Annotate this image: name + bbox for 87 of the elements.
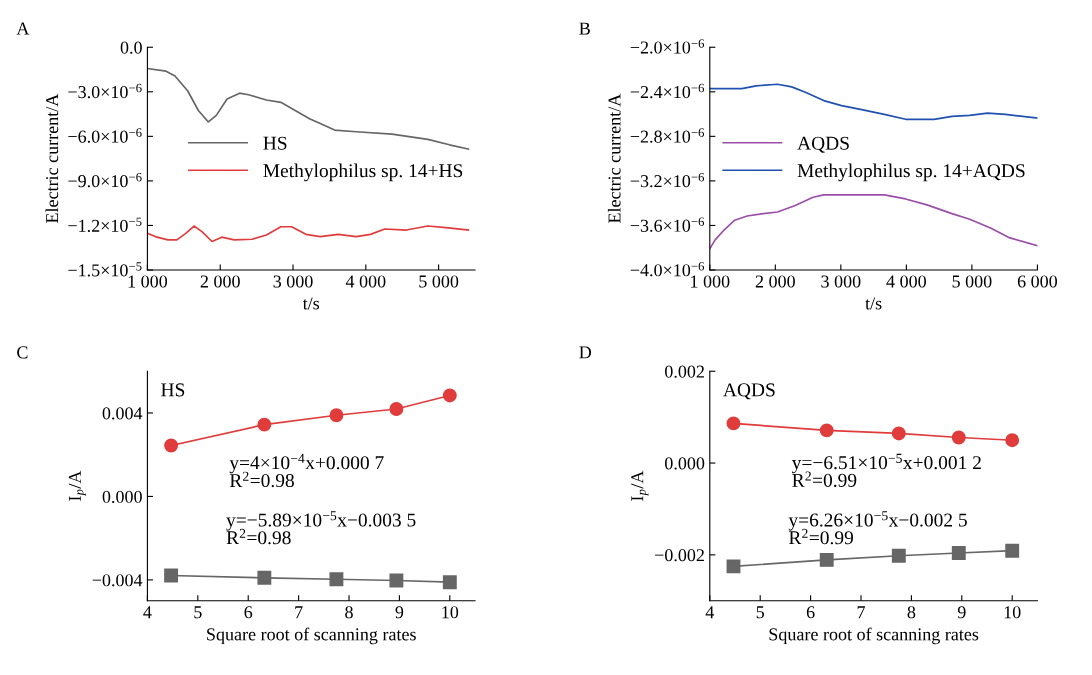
- line-series: [709, 83, 1038, 121]
- point: [164, 568, 179, 583]
- text: y=4×10$^{−4}$x+0.000 7 R$^{2}$=0.98: [229, 453, 384, 488]
- x-tick-label: 7: [857, 606, 865, 619]
- point: [1005, 433, 1020, 448]
- point: [329, 572, 344, 587]
- point: [726, 559, 741, 574]
- x-tick-label: 5 000: [952, 275, 992, 288]
- x-tick-label: 4: [143, 606, 152, 619]
- x-tick-label: 5: [194, 606, 202, 619]
- text: y=6.26×10$^{−5}$x−0.002 5 R$^{2}$=0.99: [788, 511, 967, 545]
- line-series: [147, 225, 470, 243]
- x-tick-label: 5 000: [419, 275, 459, 288]
- y-tick-label: 0.004: [102, 407, 143, 420]
- y-tick-label: −2.8×10$^{−6}$: [630, 128, 705, 143]
- x-tick-label: 4 000: [345, 275, 386, 288]
- x-tick-label: 1 000: [128, 275, 168, 288]
- y-tick-label: 0.000: [102, 490, 142, 503]
- y-tick-label: −3.6×10$^{−6}$: [630, 217, 705, 232]
- legend-label: AQDS: [797, 136, 849, 153]
- point: [951, 546, 966, 560]
- x-tick-label: 9: [395, 606, 404, 619]
- y-tick-label: −9.0×10$^{−6}$: [68, 172, 142, 188]
- x-axis-title: Square root of scanning rates: [207, 627, 416, 645]
- x-tick-label: 10: [442, 606, 459, 619]
- line-series: [709, 194, 1038, 250]
- y-tick-label: −2.0×10$^{−6}$: [630, 39, 705, 54]
- point: [951, 430, 966, 445]
- point: [257, 417, 272, 432]
- x-tick-label: 3 000: [821, 275, 861, 288]
- legend-label: Methylophilus sp. 14+HS: [263, 163, 463, 182]
- point: [819, 552, 834, 567]
- x-axis-title: Square root of scanning rates: [769, 627, 979, 645]
- legend-label: HS: [263, 136, 287, 150]
- x-axis-title: t/s: [302, 297, 320, 310]
- y-axis-title: Electric current/A: [45, 93, 59, 224]
- text: y=−6.51×10$^{−5}$x+0.001 2 R$^{2}$=0.99: [791, 453, 981, 487]
- chart-title: C: [17, 346, 28, 359]
- y-axis-title: I$_{p}$/A: [631, 470, 649, 501]
- annotation: AQDS: [723, 383, 775, 400]
- text: y=−5.89×10$^{−5}$x−0.003 5 R$^{2}$=0.98: [226, 511, 416, 545]
- legend-label: Methylophilus sp. 14+AQDS: [797, 163, 1025, 182]
- point: [1005, 543, 1020, 558]
- x-tick-label: 8: [345, 606, 353, 619]
- y-tick-label: −2.4×10$^{−6}$: [630, 83, 705, 99]
- y-tick-label: −3.2×10$^{−6}$: [630, 172, 705, 188]
- y-axis-title: Electric current/A: [607, 93, 621, 224]
- x-tick-label: 1 000: [691, 275, 730, 288]
- x-tick-label: 6: [244, 606, 253, 619]
- x-tick-label: 2 000: [755, 275, 795, 288]
- point: [389, 402, 404, 416]
- y-tick-label: −1.2×10$^{−5}$: [68, 217, 142, 232]
- y-tick-label: −0.004: [92, 574, 143, 587]
- chart-title: B: [579, 22, 590, 35]
- x-tick-label: 9: [957, 606, 966, 619]
- x-tick-label: 8: [907, 606, 916, 619]
- y-tick-label: 0.0: [120, 41, 142, 54]
- chart-title: A: [16, 22, 30, 35]
- x-tick-label: 4: [705, 606, 715, 619]
- point: [891, 426, 906, 441]
- x-tick-label: 4 000: [886, 275, 926, 288]
- y-axis-title: I$_{p}$/A: [68, 470, 86, 501]
- point: [257, 570, 272, 585]
- x-tick-label: 10: [1004, 606, 1021, 619]
- y-tick-label: −0.002: [655, 549, 704, 562]
- y-tick-label: −6.0×10$^{−6}$: [68, 128, 142, 143]
- y-tick-label: −3.0×10$^{−6}$: [68, 83, 142, 99]
- y-tick-label: 0.002: [665, 365, 704, 378]
- point: [819, 423, 834, 438]
- x-tick-label: 6 000: [1017, 275, 1058, 288]
- point: [442, 575, 457, 590]
- x-tick-label: 3 000: [273, 275, 313, 288]
- point: [891, 548, 906, 563]
- point: [442, 388, 457, 403]
- point: [164, 438, 179, 453]
- point: [329, 408, 344, 423]
- chart-title: D: [579, 346, 592, 359]
- x-tick-label: 2 000: [200, 275, 240, 288]
- annotation: HS: [161, 383, 185, 397]
- x-tick-label: 6: [806, 606, 815, 619]
- x-axis-title: t/s: [865, 297, 882, 310]
- x-tick-label: 5: [756, 606, 765, 619]
- line-series: [147, 67, 470, 150]
- point: [726, 416, 741, 431]
- point: [389, 573, 404, 588]
- x-tick-label: 7: [295, 606, 303, 619]
- y-tick-label: 0.000: [665, 457, 705, 470]
